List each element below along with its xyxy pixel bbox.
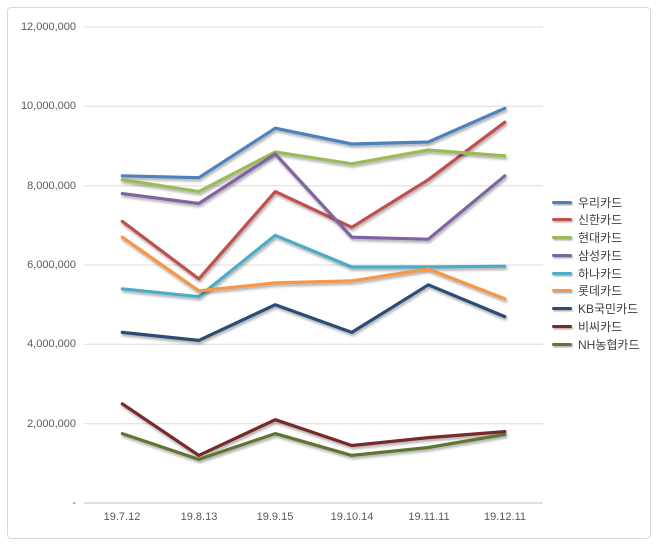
y-axis-tick-label: - <box>72 497 76 509</box>
series-line <box>120 233 507 299</box>
legend-item: 신한카드 <box>552 213 640 227</box>
legend-label: 현대카드 <box>578 231 623 245</box>
legend-item: 롯데카드 <box>552 284 640 298</box>
y-axis-tick-label: 8,000,000 <box>27 180 76 192</box>
legend-item: 우리카드 <box>552 195 640 210</box>
legend-swatch <box>552 307 572 310</box>
legend-label: 비씨카드 <box>578 319 623 334</box>
x-axis-tick-label: 19.11.11 <box>408 511 450 523</box>
legend-label: 하나카드 <box>578 266 623 281</box>
legend-label: 신한카드 <box>578 213 623 228</box>
legend-item: KB국민카드 <box>552 302 640 316</box>
legend-swatch <box>552 236 572 239</box>
series-line <box>120 152 507 241</box>
legend-item: 현대카드 <box>552 231 640 245</box>
legend-swatch <box>552 342 572 346</box>
legend-label: 삼성카드 <box>578 248 623 263</box>
series-lines <box>120 106 507 461</box>
legend-label: NH농협카드 <box>578 337 640 352</box>
series-line <box>120 235 507 301</box>
y-axis-tick-label: 6,000,000 <box>27 259 76 271</box>
gridlines <box>84 26 543 504</box>
series-line <box>120 120 507 281</box>
x-axis-tick-label: 19.9.15 <box>256 511 294 523</box>
y-axis-tick-label: 12,000,000 <box>20 21 76 33</box>
legend-swatch <box>552 289 572 293</box>
legend-item: 삼성카드 <box>552 248 640 263</box>
legend-swatch <box>552 253 572 257</box>
y-axis-tick-label: 2,000,000 <box>27 418 76 430</box>
y-axis-tick-label: 4,000,000 <box>27 338 76 350</box>
legend-swatch <box>552 271 572 275</box>
series-line <box>120 432 507 461</box>
series-line <box>120 402 507 457</box>
legend: 우리카드 신한카드 현대카드 삼성카드 하나카드 롯데카드 KB국민카드 비씨카… <box>552 195 640 352</box>
legend-item: 비씨카드 <box>552 319 640 334</box>
y-axis-tick-label: 10,000,000 <box>20 100 76 112</box>
x-axis-tick-label: 19.8.13 <box>180 511 218 523</box>
legend-item: 하나카드 <box>552 266 640 281</box>
x-axis-tick-label: 19.7.12 <box>103 511 141 523</box>
x-axis-tick-label: 19.12.11 <box>483 511 526 523</box>
legend-label: KB국민카드 <box>578 302 639 316</box>
legend-label: 우리카드 <box>578 195 623 210</box>
legend-swatch <box>552 218 572 222</box>
series-line <box>120 106 507 180</box>
series-line <box>120 283 507 342</box>
legend-swatch <box>552 324 572 328</box>
series-line <box>120 148 507 194</box>
legend-swatch <box>552 200 572 204</box>
x-axis-tick-label: 19.10.14 <box>330 511 374 523</box>
legend-item: NH농협카드 <box>552 337 640 352</box>
legend-label: 롯데카드 <box>578 284 623 299</box>
